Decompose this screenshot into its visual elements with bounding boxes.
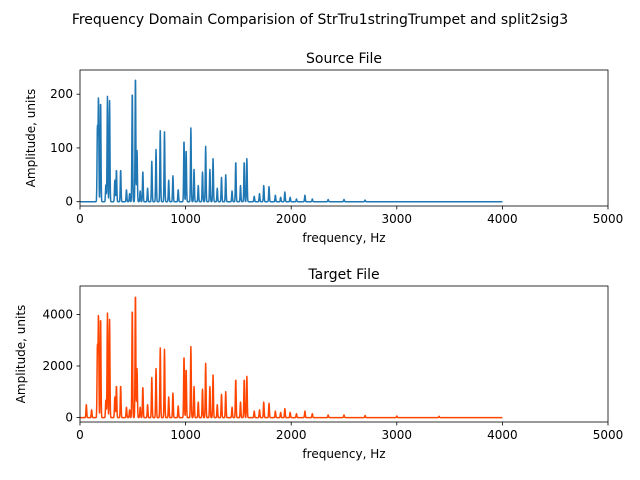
x-tick-label: 2000 xyxy=(276,212,307,226)
x-tick-label: 1000 xyxy=(170,212,201,226)
x-tick-label: 0 xyxy=(76,428,84,442)
plot-frame xyxy=(79,69,609,207)
subplot-1: Source File 0 1000 2000 3000 4000 5000 0 100 200 f… xyxy=(24,51,623,245)
y-tick-label: 0 xyxy=(65,411,73,425)
x-tick-label: 4000 xyxy=(487,428,518,442)
x-axis-label: frequency, Hz xyxy=(302,231,385,245)
x-tick-label: 4000 xyxy=(487,212,518,226)
series-line xyxy=(79,79,503,203)
y-tick-label: 2000 xyxy=(42,359,73,373)
y-tick-label: 4000 xyxy=(42,307,73,321)
x-tick-label: 5000 xyxy=(593,428,624,442)
plot-frame xyxy=(79,285,609,423)
x-tick-label: 2000 xyxy=(276,428,307,442)
y-axis-label: Amplitude, units xyxy=(14,305,28,404)
x-tick-label: 0 xyxy=(76,212,84,226)
subplot-title: Source File xyxy=(306,51,382,67)
y-tick-label: 0 xyxy=(65,195,73,209)
subplot-2: Target File 0 1000 2000 3000 4000 5000 0 2000 400… xyxy=(14,267,623,461)
subplot-title: Target File xyxy=(307,267,379,283)
x-tick-label: 3000 xyxy=(382,212,413,226)
y-tick-label: 200 xyxy=(50,87,73,101)
x-axis-label: frequency, Hz xyxy=(302,447,385,461)
figure-suptitle: Frequency Domain Comparision of StrTru1s… xyxy=(72,12,568,28)
x-tick-label: 3000 xyxy=(382,428,413,442)
y-tick-label: 100 xyxy=(50,141,73,155)
x-tick-label: 5000 xyxy=(593,212,624,226)
y-axis-label: Amplitude, units xyxy=(24,89,38,188)
x-tick-label: 1000 xyxy=(170,428,201,442)
series-line xyxy=(79,296,503,419)
